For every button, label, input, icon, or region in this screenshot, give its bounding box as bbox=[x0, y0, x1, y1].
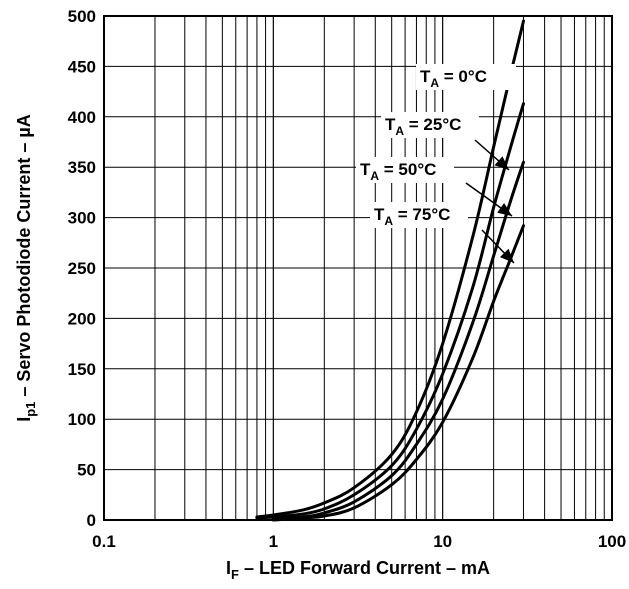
series-line-1 bbox=[255, 102, 525, 520]
y-tick-label: 0 bbox=[87, 511, 96, 530]
arrowhead-icon bbox=[497, 202, 512, 216]
series-line-0 bbox=[255, 19, 525, 519]
y-axis-title: Ip1 – Servo Photodiode Current – µA bbox=[14, 114, 38, 422]
x-tick-label: 100 bbox=[598, 532, 626, 551]
x-tick-label: 1 bbox=[269, 532, 278, 551]
y-tick-label: 300 bbox=[68, 209, 96, 228]
annotation-bg bbox=[381, 112, 479, 138]
y-tick-label: 450 bbox=[68, 57, 96, 76]
y-tick-label: 250 bbox=[68, 259, 96, 278]
annotation-label: TA = 50°C bbox=[360, 160, 436, 183]
plot-frame bbox=[103, 15, 613, 521]
series-line-2 bbox=[271, 160, 525, 521]
arrowhead-icon bbox=[499, 248, 514, 263]
annotation-bg bbox=[370, 202, 468, 228]
x-tick-label: 0.1 bbox=[92, 532, 116, 551]
arrowhead-icon bbox=[494, 156, 509, 170]
axis-labels: IF – LED Forward Current – mA Ip1 – Servo… bbox=[14, 114, 490, 582]
y-tick-label: 350 bbox=[68, 158, 96, 177]
series-line-3 bbox=[271, 224, 525, 522]
annotation-bg bbox=[416, 64, 516, 90]
annotation-bg bbox=[356, 157, 454, 183]
series-group bbox=[255, 19, 525, 522]
annotation-label: TA = 75°C bbox=[374, 205, 450, 228]
y-tick-label: 400 bbox=[68, 108, 96, 127]
y-tick-label: 500 bbox=[68, 7, 96, 26]
y-tick-label: 150 bbox=[68, 360, 96, 379]
y-tick-label: 100 bbox=[68, 410, 96, 429]
tick-labels: 0.1 1 10 100 0 50 100 150 200 250 300 350 400 450 500 bbox=[68, 7, 627, 551]
x-tick-label: 10 bbox=[433, 532, 452, 551]
y-tick-label: 50 bbox=[77, 461, 96, 480]
annotation-label: TA = 0°C bbox=[420, 67, 487, 90]
annotations: TA = 0°C TA = 25°C TA = 50°C TA = 75°C bbox=[356, 64, 516, 264]
x-axis-title: IF – LED Forward Current – mA bbox=[226, 558, 490, 582]
annotation-label: TA = 25°C bbox=[385, 115, 461, 138]
y-tick-label: 200 bbox=[68, 309, 96, 328]
grid bbox=[104, 16, 612, 520]
